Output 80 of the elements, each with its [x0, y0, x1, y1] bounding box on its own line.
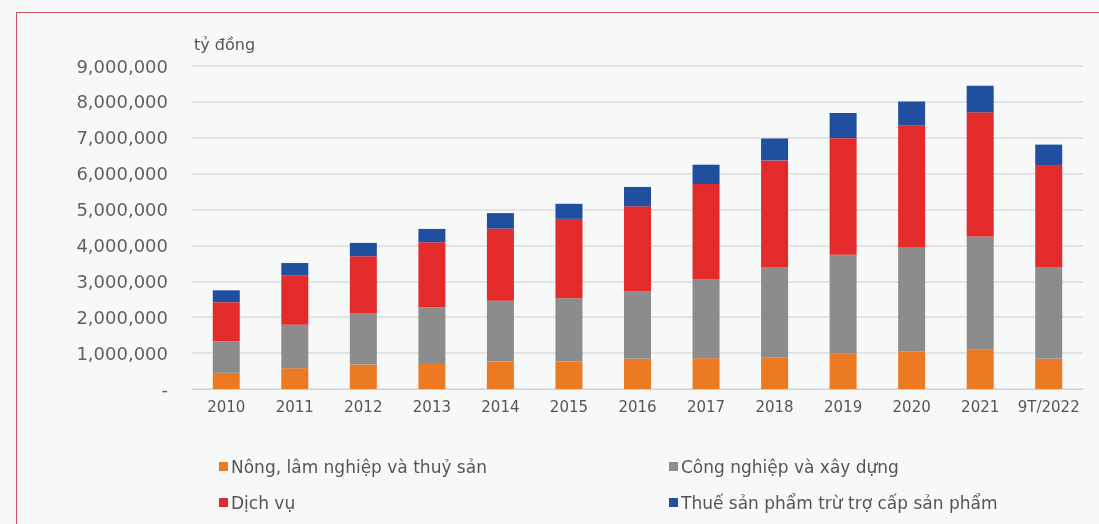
- bar: [692, 164, 720, 185]
- bar: [624, 206, 651, 292]
- bar: [898, 101, 926, 126]
- bar: [966, 85, 994, 113]
- bar: [349, 256, 377, 313]
- bar: [212, 302, 240, 342]
- x-tick-label: 2017: [686, 397, 726, 416]
- bar: [761, 357, 789, 389]
- bar: [624, 358, 651, 389]
- y-tick-label: 8,000,000: [76, 91, 168, 113]
- y-tick-label: 4,000,000: [76, 234, 168, 256]
- bar: [1035, 266, 1063, 359]
- bar: [486, 213, 514, 229]
- legend-label: Thuế sản phẩm trừ trợ cấp sản phẩm: [680, 492, 998, 513]
- bar: [624, 291, 651, 359]
- y-tick-label: -: [161, 378, 168, 400]
- bar: [624, 186, 651, 207]
- bar: [898, 125, 926, 247]
- bar: [418, 242, 446, 308]
- bar: [829, 138, 857, 255]
- bar: [486, 300, 514, 362]
- x-tick-label: 2016: [618, 397, 657, 416]
- bar: [418, 363, 446, 389]
- y-tick-label: 7,000,000: [76, 127, 168, 149]
- bar: [281, 263, 309, 276]
- bar: [761, 138, 789, 161]
- bar: [692, 279, 720, 359]
- legend-label: Công nghiệp và xây dựng: [681, 456, 899, 477]
- bar: [212, 341, 240, 373]
- y-tick-label: 5,000,000: [76, 199, 168, 221]
- bar: [1035, 165, 1063, 267]
- legend-label: Dịch vụ: [231, 492, 296, 513]
- x-tick-label: 2014: [481, 397, 520, 416]
- bar: [555, 203, 583, 219]
- y-tick-label: 9,000,000: [76, 55, 168, 77]
- bar: [418, 307, 446, 364]
- bar: [829, 353, 857, 389]
- bar: [486, 228, 514, 301]
- bar: [829, 113, 857, 139]
- bar: [281, 324, 309, 369]
- x-tick-label: 2012: [344, 397, 383, 416]
- bar: [1035, 144, 1063, 166]
- y-tick-label: 6,000,000: [76, 163, 168, 185]
- y-tick-label: 2,000,000: [76, 306, 168, 328]
- bar: [555, 298, 583, 362]
- x-tick-label: 2021: [961, 397, 1000, 416]
- bar: [761, 160, 789, 267]
- x-tick-label: 9T/2022: [1017, 397, 1080, 416]
- bar: [486, 361, 514, 389]
- bar: [829, 254, 857, 354]
- bar: [898, 351, 926, 389]
- bar: [281, 368, 309, 389]
- bar: [966, 112, 994, 237]
- bar: [281, 275, 309, 325]
- x-tick-label: 2019: [824, 397, 863, 416]
- bar: [349, 242, 377, 257]
- bar: [1035, 358, 1063, 389]
- y-tick-label: 1,000,000: [76, 342, 168, 364]
- bar: [966, 236, 994, 350]
- bar: [212, 290, 240, 303]
- bar: [349, 312, 377, 365]
- bar: [761, 266, 789, 358]
- bar: [555, 218, 583, 299]
- x-tick-label: 2011: [275, 397, 314, 416]
- bar: [692, 184, 720, 280]
- bar: [966, 349, 994, 389]
- bar: [898, 246, 926, 352]
- x-tick-label: 2015: [549, 397, 589, 416]
- x-tick-label: 2010: [207, 397, 246, 416]
- x-tick-label: 2013: [412, 397, 451, 416]
- bar: [555, 361, 583, 389]
- y-axis-title: tỷ đồng: [194, 34, 256, 54]
- bar: [349, 364, 377, 389]
- bar: [212, 372, 240, 389]
- legend-label: Nông, lâm nghiệp và thuỷ sản: [231, 456, 487, 477]
- bar: [418, 228, 446, 243]
- bar: [692, 358, 720, 389]
- x-tick-label: 2018: [755, 397, 794, 416]
- y-tick-label: 3,000,000: [76, 270, 168, 292]
- x-tick-label: 2020: [892, 397, 931, 416]
